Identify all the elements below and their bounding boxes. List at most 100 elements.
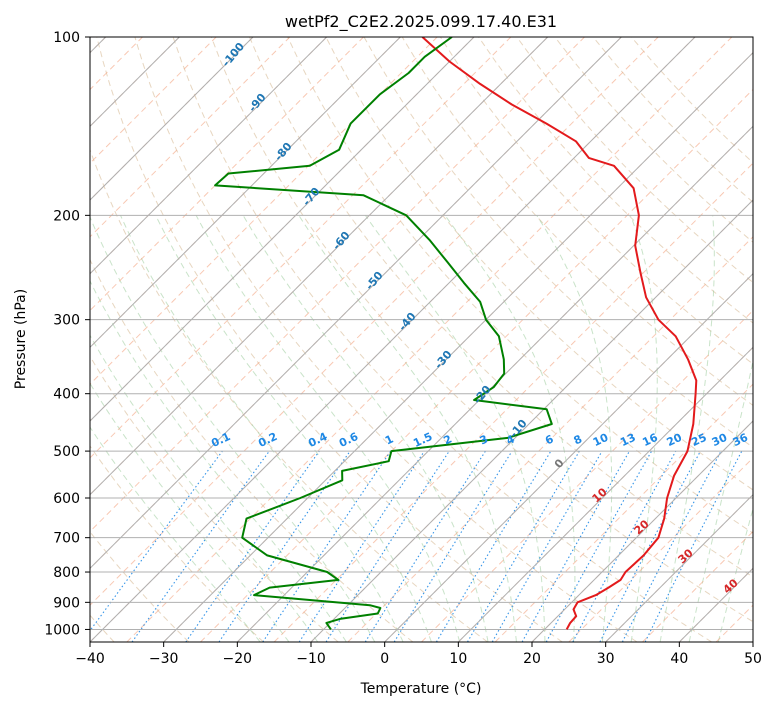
axes: −40 −30 −20 −10 0 10 20 30 40 50 100 200 300 400 500 60…	[44, 30, 762, 667]
dry-adiabat	[210, 37, 753, 623]
isotherm-dashed	[90, 37, 512, 459]
isotherm-dashed	[347, 236, 753, 642]
dry-adiabat	[249, 37, 753, 578]
isotherm-dashed	[642, 530, 753, 642]
x-tick-label: 30	[597, 651, 615, 667]
plot-frame	[89, 36, 754, 643]
mixing-ratio-label: 16	[640, 431, 660, 449]
mixing-ratio-label: 30	[710, 431, 730, 449]
grid	[90, 37, 753, 642]
y-tick-label: 400	[53, 387, 80, 403]
x-tick-label: −10	[296, 651, 326, 667]
mixing-ratio-label: 13	[618, 431, 637, 449]
sounding-lines	[214, 37, 698, 630]
mixing-ratio-line	[185, 450, 320, 642]
dry-adiabat	[325, 37, 753, 491]
moist-adiabat	[195, 215, 461, 642]
dry-adiabat	[90, 258, 414, 642]
y-tick-label: 200	[53, 208, 80, 224]
isotherm-grid-line	[90, 37, 401, 349]
mixing-ratio-line	[572, 450, 677, 642]
y-tick-label: 300	[53, 313, 80, 329]
y-tick-label: 700	[53, 531, 80, 547]
mixing-ratio-label: 25	[689, 431, 708, 449]
dry-adiabat	[90, 355, 339, 642]
isotherm-dashed	[273, 162, 753, 642]
x-tick-label: −40	[75, 651, 105, 667]
mixing-ratio-line	[90, 450, 223, 632]
mixing-ratio-line	[545, 450, 653, 642]
mixing-ratio-line	[131, 450, 270, 642]
moist-adiabat	[444, 215, 576, 642]
isotherm-grid-line	[90, 37, 328, 275]
y-tick-label: 100	[53, 30, 80, 46]
mixing-ratio-label: 36	[731, 431, 751, 449]
moist-adiabat	[155, 215, 432, 642]
x-tick-label: 20	[523, 651, 541, 667]
temperature-profile	[421, 37, 698, 630]
isotherm-grid-line	[531, 420, 753, 642]
dry-adiabat	[96, 37, 563, 642]
isotherm-dashed	[126, 37, 733, 642]
moist-adiabat	[659, 215, 715, 642]
isotherm-grid-line	[310, 199, 753, 642]
x-axis-label: Temperature (°C)	[360, 681, 482, 697]
isotherm-grid-line	[236, 125, 753, 642]
moist-adiabat	[90, 279, 347, 642]
isotherm-grid-line	[163, 51, 753, 642]
isotherm-grid-line	[457, 346, 753, 642]
isotherm-grid-line	[384, 272, 753, 642]
y-tick-label: 1000	[44, 622, 80, 638]
isotherm-grid-line	[90, 37, 696, 642]
isotherm-dashed	[90, 37, 585, 533]
chart-title: wetPf2_C2E2.2025.099.17.40.E31	[285, 12, 557, 32]
isotherm-dashed	[494, 383, 753, 642]
isotherm-grid-line	[90, 37, 549, 496]
isotherm-grid-line	[605, 493, 753, 642]
mixing-ratio-line	[325, 450, 450, 642]
mixing-ratio-line	[218, 450, 351, 642]
isotherm-dashed	[90, 37, 364, 312]
dry-adiabat	[287, 37, 753, 534]
y-tick-label: 600	[53, 491, 80, 507]
y-tick-label: 900	[53, 595, 80, 611]
moist-adiabat	[90, 334, 319, 642]
isotherm-grid-line	[90, 37, 622, 570]
isotherm-dashed	[200, 88, 753, 642]
isotherm-dashed	[90, 37, 438, 385]
isotherm-dashed	[90, 37, 659, 606]
mixing-ratio-line	[521, 450, 630, 642]
mixing-ratio-line	[298, 450, 425, 642]
mixing-ratio-line	[393, 450, 513, 642]
x-tick-label: 0	[380, 651, 389, 667]
dewpoint-profile	[214, 37, 553, 630]
x-tick-label: −20	[223, 651, 253, 667]
dry-adiabat	[172, 37, 712, 642]
dry-adiabat	[90, 445, 264, 642]
moist-adiabat	[536, 215, 613, 642]
mixing-ratio-line	[644, 450, 743, 642]
x-tick-label: −30	[149, 651, 179, 667]
isotherm-grid-line	[90, 37, 254, 201]
y-tick-label: 800	[53, 565, 80, 581]
moist-adiabat	[630, 215, 658, 642]
moist-adiabat	[364, 215, 546, 642]
mixing-ratio-label: 20	[665, 431, 685, 449]
mixing-ratio-line	[262, 450, 392, 642]
x-tick-label: 40	[670, 651, 688, 667]
y-axis-label: Pressure (hPa)	[13, 289, 29, 389]
dry-adiabat	[516, 37, 753, 284]
isotherm-dashed	[90, 37, 217, 164]
isotherm-dashed	[421, 309, 753, 642]
x-tick-label: 50	[744, 651, 762, 667]
moist-adiabat	[90, 426, 261, 642]
moist-adiabat	[90, 215, 376, 642]
mixing-ratio-label: 10	[591, 431, 611, 449]
isotherm-grid-line	[90, 37, 475, 422]
isotherm-dashed	[90, 37, 291, 238]
isotherm-dashed	[568, 457, 753, 642]
x-tick-label: 10	[449, 651, 467, 667]
y-tick-label: 500	[53, 444, 80, 460]
